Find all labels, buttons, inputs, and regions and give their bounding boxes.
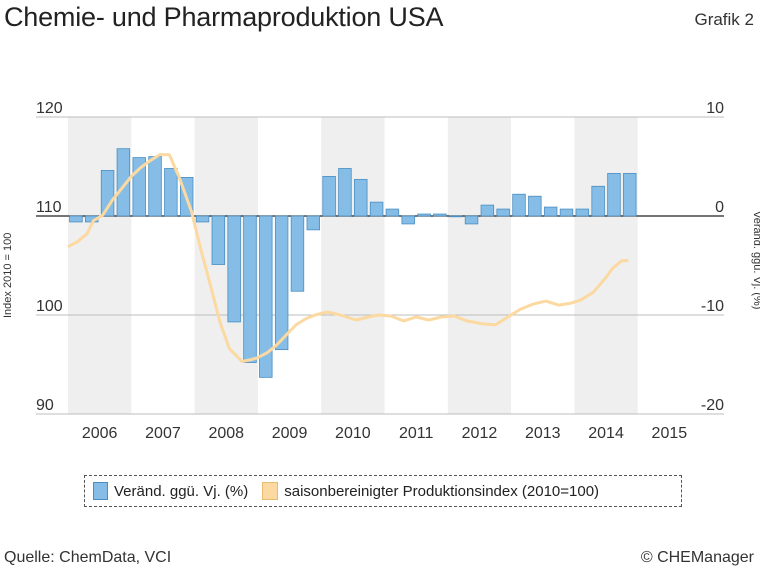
- bar-q21: [385, 208, 400, 217]
- right-tick-0: 0: [715, 199, 724, 216]
- bar-q27: [480, 204, 495, 217]
- bar-q24: [433, 213, 447, 217]
- right-axis-label: Veränd. ggü. Vj. (%): [751, 211, 760, 309]
- right-tick--10: -10: [701, 298, 724, 315]
- left-tick-100: 100: [36, 298, 63, 315]
- left-tick-120: 120: [36, 100, 63, 117]
- bar-q36: [623, 173, 637, 217]
- bar-q1: [69, 215, 83, 223]
- legend-swatch-line: [262, 482, 279, 500]
- bar-q11: [227, 215, 241, 323]
- left-tick-90: 90: [36, 397, 54, 414]
- x-tick-2009: 2009: [272, 425, 308, 442]
- x-tick-2007: 2007: [145, 425, 181, 442]
- bar-q28: [496, 208, 510, 217]
- x-tick-2012: 2012: [462, 425, 498, 442]
- bar-q6: [148, 156, 162, 217]
- bar-q33: [575, 208, 590, 217]
- bar-q35: [607, 173, 621, 217]
- x-tick-2006: 2006: [82, 425, 118, 442]
- year-band-2014: [574, 117, 638, 414]
- bar-q10: [211, 215, 226, 265]
- source-note: Quelle: ChemData, VCI: [4, 549, 172, 566]
- bar-series: [69, 148, 637, 378]
- bar-q15: [290, 215, 305, 292]
- bar-q19: [354, 178, 368, 217]
- year-band-2010: [321, 117, 385, 414]
- bar-q13: [259, 215, 273, 378]
- x-tick-2015: 2015: [652, 425, 688, 442]
- bar-q16: [306, 215, 321, 231]
- year-band-2012: [447, 117, 512, 414]
- bar-q14: [274, 215, 289, 351]
- bar-q32: [559, 208, 574, 217]
- bar-q26: [464, 215, 479, 225]
- bar-q18: [338, 168, 352, 217]
- left-axis-label: Index 2010 = 100: [2, 233, 14, 318]
- figure-label: Grafik 2: [694, 10, 754, 29]
- x-tick-2010: 2010: [335, 425, 371, 442]
- legend-label-line: saisonbereinigter Produktionsindex (2010…: [284, 482, 600, 500]
- line-series: [67, 153, 629, 363]
- bar-q4: [116, 148, 131, 217]
- left-tick-110: 110: [36, 199, 62, 216]
- legend-label-bars: Veränd. ggü. Vj. (%): [114, 482, 249, 500]
- bar-q34: [591, 185, 605, 217]
- chart-legend: Veränd. ggü. Vj. (%) saisonbereinigter P…: [84, 475, 682, 507]
- bar-q31: [543, 206, 558, 217]
- index-line: [67, 153, 629, 363]
- bar-q22: [401, 215, 415, 225]
- legend-swatch-bars: [93, 482, 108, 500]
- bar-q25: [448, 215, 463, 218]
- x-tick-2014: 2014: [588, 425, 624, 442]
- x-tick-2008: 2008: [208, 425, 244, 442]
- chart-title: Chemie- und Pharmaproduktion USA: [4, 2, 444, 32]
- bar-q17: [322, 175, 336, 217]
- right-tick--20: -20: [701, 397, 724, 414]
- bar-q9: [195, 215, 210, 223]
- x-tick-2011: 2011: [399, 425, 434, 442]
- bar-q7: [164, 168, 178, 217]
- bar-q12: [243, 215, 257, 363]
- right-tick-10: 10: [706, 100, 724, 117]
- x-tick-2013: 2013: [525, 425, 561, 442]
- copyright-note: © CHEManager: [640, 549, 754, 566]
- bar-q29: [512, 193, 526, 217]
- bar-q23: [417, 213, 431, 217]
- bar-q30: [528, 195, 542, 217]
- bar-q20: [369, 201, 384, 217]
